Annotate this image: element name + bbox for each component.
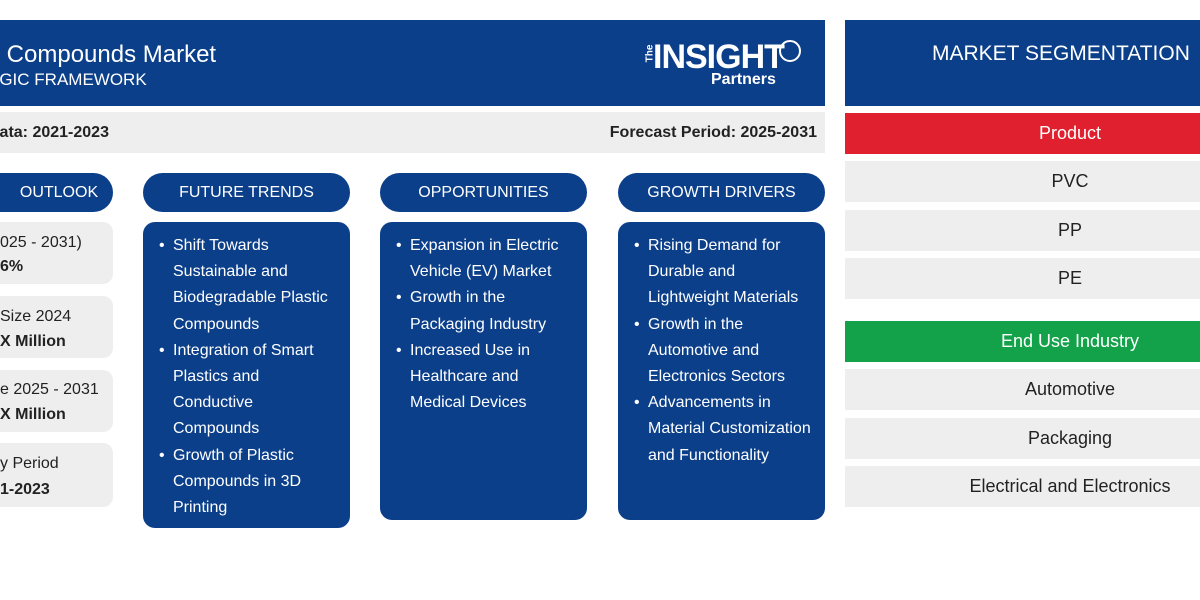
segment-category-label: Product (1038, 123, 1102, 143)
future-trends-card: Shift Towards Sustainable and Biodegrada… (143, 222, 350, 528)
segment-item: Electrical and Electronics (845, 466, 1200, 507)
opportunities-card: Expansion in Electric Vehicle (EV) Marke… (380, 222, 587, 520)
segment-item: Automotive (845, 369, 1200, 410)
trend-item: Growth of Plastic Compounds in 3D Printi… (157, 443, 338, 522)
outlook-header: OUTLOOK (0, 173, 113, 212)
segment-item: PVC (845, 161, 1200, 202)
outlook-stat-history-period: y Period 1-2023 (0, 443, 113, 507)
segment-item: PE (845, 258, 1200, 299)
driver-item: Rising Demand for Durable and Lightweigh… (632, 233, 813, 312)
page-subtitle: EGIC FRAMEWORK (0, 70, 147, 89)
stat-label: e 2025 - 2031 (0, 381, 99, 398)
logo-partners: Partners (711, 71, 776, 88)
stat-value: X Million (0, 333, 66, 350)
growth-drivers-card: Rising Demand for Durable and Lightweigh… (618, 222, 825, 520)
growth-drivers-header: GROWTH DRIVERS (618, 173, 825, 212)
segment-item-label: Packaging (1027, 428, 1113, 448)
insight-partners-logo: The INSIGHT Partners (643, 38, 813, 94)
stat-value: 1-2023 (0, 481, 50, 498)
historic-data-label: Data: 2021-2023 (0, 124, 109, 141)
page-title: c Compounds Market (0, 41, 217, 68)
segment-category-label: End Use Industry (1000, 331, 1140, 351)
segment-item-label: PE (1057, 268, 1082, 288)
outlook-header-label: OUTLOOK (19, 183, 99, 201)
stat-label: Size 2024 (0, 308, 72, 325)
future-trends-header: FUTURE TRENDS (143, 173, 350, 212)
opportunity-item: Growth in the Packaging Industry (394, 285, 575, 337)
trend-item: Integration of Smart Plastics and Conduc… (157, 338, 338, 443)
title-banner (0, 20, 825, 106)
segment-item: Packaging (845, 418, 1200, 459)
logo-ring-icon (779, 40, 801, 62)
segment-item: PP (845, 210, 1200, 251)
stat-value: X Million (0, 406, 66, 423)
logo-insight: INSIGHT (653, 38, 785, 76)
stat-value: 6% (0, 258, 24, 275)
outlook-stat-market-value: e 2025 - 2031 X Million (0, 370, 113, 432)
driver-item: Advancements in Material Customization a… (632, 390, 813, 469)
stat-label: y Period (0, 455, 59, 472)
segmentation-banner (845, 20, 1200, 106)
segment-item-label: PP (1057, 220, 1082, 240)
opportunity-item: Increased Use in Healthcare and Medical … (394, 338, 575, 417)
trend-item: Shift Towards Sustainable and Biodegrada… (157, 233, 338, 338)
driver-item: Growth in the Automotive and Electronics… (632, 312, 813, 391)
outlook-stat-cagr: 025 - 2031) 6% (0, 222, 113, 284)
segment-item-label: PVC (1051, 171, 1089, 191)
segment-item-label: Electrical and Electronics (969, 476, 1171, 496)
forecast-period-label: Forecast Period: 2025-2031 (609, 124, 817, 141)
segment-category-end-use: End Use Industry (845, 321, 1200, 362)
segmentation-title: MARKET SEGMENTATION (932, 42, 1190, 65)
stat-label: 025 - 2031) (0, 234, 82, 251)
opportunity-item: Expansion in Electric Vehicle (EV) Marke… (394, 233, 575, 285)
outlook-stat-market-size: Size 2024 X Million (0, 296, 113, 358)
period-bar (0, 112, 825, 153)
segment-item-label: Automotive (1024, 379, 1116, 399)
opportunities-header: OPPORTUNITIES (380, 173, 587, 212)
segment-category-product: Product (845, 113, 1200, 154)
